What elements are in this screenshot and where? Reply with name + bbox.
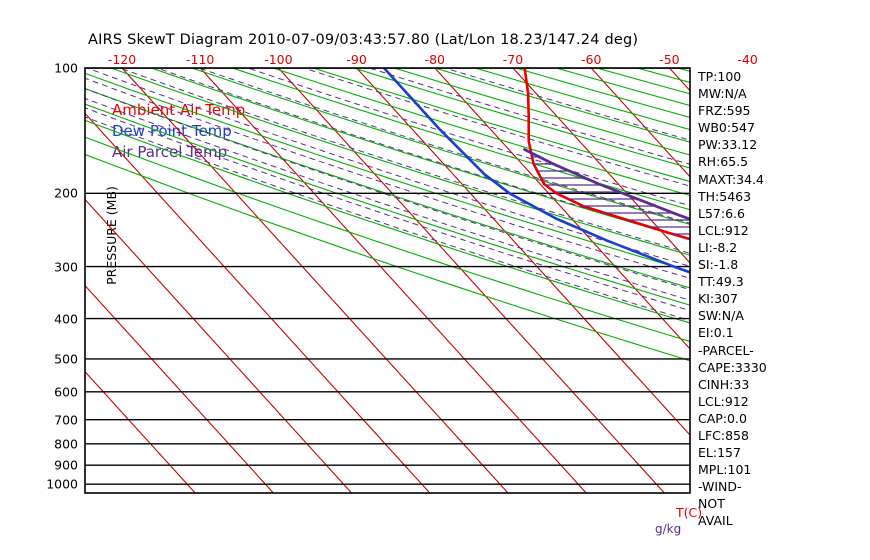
parameter-item: NOT	[698, 496, 725, 512]
pressure-tick: 600	[54, 384, 78, 400]
parameter-item: MW:N/A	[698, 86, 747, 102]
parameter-item: WB0:547	[698, 120, 755, 136]
parameter-item: CINH:33	[698, 376, 750, 392]
pressure-tick: 100	[54, 60, 78, 76]
pressure-tick: 300	[54, 259, 78, 275]
parameter-item: PW:33.12	[698, 137, 758, 153]
page-title: AIRS SkewT Diagram 2010-07-09/03:43:57.8…	[88, 32, 639, 48]
top-temp-tick: -70	[502, 52, 524, 67]
parameter-item: MPL:101	[698, 462, 752, 478]
legend-air-parcel-temp: Air Parcel Temp	[112, 143, 228, 161]
parameter-item: L57:6.6	[698, 205, 745, 221]
top-temp-tick: -110	[186, 52, 215, 67]
parameter-item: AVAIL	[698, 513, 733, 529]
parameter-item: SI:-1.8	[698, 257, 739, 273]
top-temp-tick: -100	[264, 52, 293, 67]
parameter-item: TH:5463	[698, 188, 752, 204]
mixing-ratio-axis-label: g/kg	[655, 522, 682, 536]
top-temp-tick: -40	[737, 52, 758, 67]
top-temp-tick: -80	[424, 52, 446, 67]
parameter-item: FRZ:595	[698, 103, 751, 119]
pressure-tick: 200	[54, 185, 78, 201]
pressure-tick: 1000	[46, 476, 78, 492]
pressure-tick: 400	[54, 311, 78, 327]
sounding-parameters-list: TP:100 MW:N/A FRZ:595 WB0:547 PW:33.12 RH:65.…	[698, 68, 767, 530]
top-temp-tick: -120	[107, 52, 137, 67]
parameter-item: MAXT:34.4	[698, 171, 764, 187]
temperature-axis-label: T(C)	[676, 505, 703, 520]
parameter-item: KI:307	[698, 291, 738, 307]
parameter-item: EL:157	[698, 445, 741, 461]
parameter-item: SW:N/A	[698, 308, 744, 324]
pressure-tick: 900	[54, 457, 78, 473]
pressure-tick: 800	[54, 436, 78, 452]
parameter-item: LCL:912	[698, 393, 749, 409]
parameter-item: -PARCEL-	[698, 342, 754, 358]
parameter-item: TT:49.3	[698, 274, 744, 290]
parameter-item: EI:0.1	[698, 325, 734, 341]
top-temp-tick: -90	[346, 52, 367, 67]
parameter-item: CAPE:3330	[698, 359, 767, 375]
parameter-item: RH:65.5	[698, 154, 749, 170]
parameter-item: LFC:858	[698, 427, 749, 443]
parameter-item: -WIND-	[698, 479, 742, 495]
parameter-item: LI:-8.2	[698, 239, 738, 255]
top-temp-tick: -50	[659, 52, 680, 67]
parameter-item: CAP:0.0	[698, 410, 747, 426]
pressure-tick: 500	[54, 351, 78, 367]
parameter-item: LCL:912	[698, 222, 749, 238]
parameter-item: TP:100	[698, 69, 742, 84]
pressure-tick: 700	[54, 412, 78, 428]
top-temp-tick: -60	[580, 52, 602, 67]
